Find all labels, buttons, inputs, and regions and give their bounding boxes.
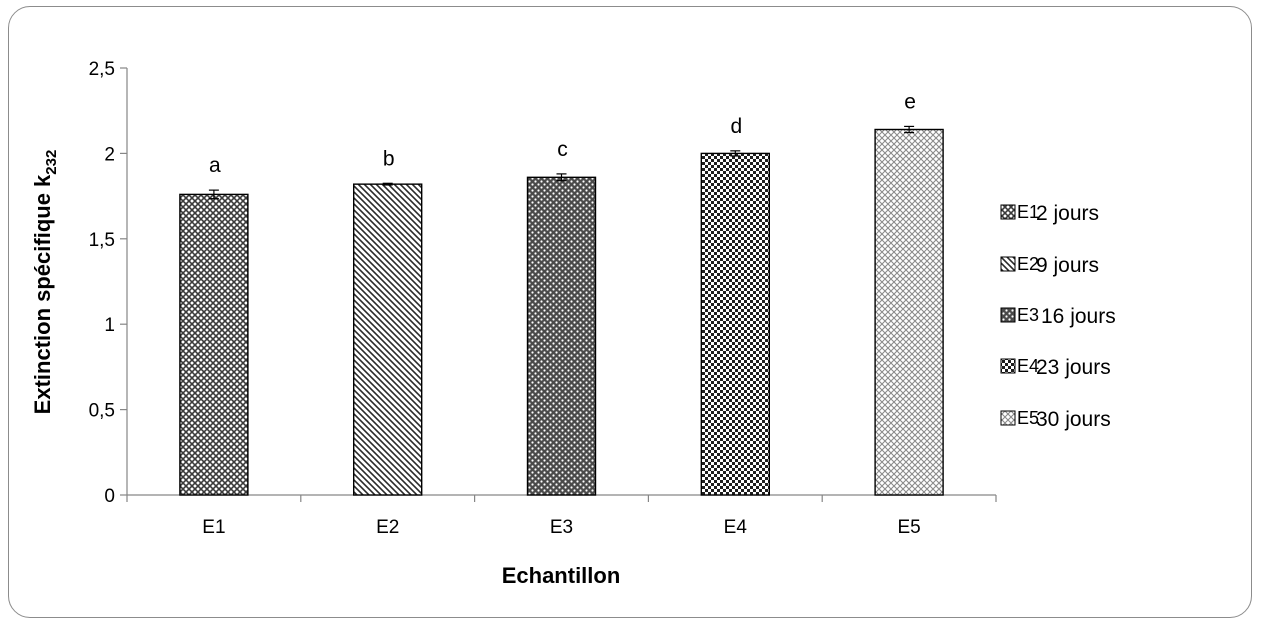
y-axis-title-main: Extinction spécifique k (30, 174, 55, 414)
y-tick-label: 2,5 (89, 59, 115, 80)
x-tick-label: E2 (376, 517, 399, 538)
bar-e4 (700, 152, 770, 496)
error-bars (208, 125, 915, 200)
error-bar (556, 173, 567, 182)
error-bar (730, 150, 741, 157)
y-tick-label: 0 (104, 486, 115, 507)
legend-item-e3: E3 16 jours (1000, 305, 1116, 328)
bars (179, 128, 944, 496)
significance-letter: a (209, 154, 221, 177)
x-tick-label: E5 (897, 517, 920, 538)
y-tick-label: 0,5 (89, 401, 115, 422)
legend-code: E5 (1017, 408, 1039, 428)
legend-code: E3 (1017, 305, 1039, 325)
y-tick-label: 1 (104, 315, 115, 336)
significance-letter: b (383, 147, 395, 170)
error-bar (904, 125, 915, 134)
significance-letter: d (730, 115, 742, 138)
legend-swatch (1000, 204, 1016, 220)
bar-e5 (874, 128, 944, 496)
bar-e2 (353, 183, 423, 496)
y-ticks: 0 0,5 1 1,5 2 2,5 (89, 59, 127, 507)
x-tick-label: E4 (724, 517, 748, 538)
legend-code: E1 (1017, 202, 1039, 222)
significance-letter: e (904, 90, 916, 113)
legend-label: 2 jours (1036, 202, 1099, 225)
y-tick-label: 2 (104, 144, 115, 165)
x-axis-title: Echantillon (502, 563, 621, 588)
legend-label: 30 jours (1036, 408, 1111, 431)
significance-letters: a b c d e (209, 90, 916, 177)
error-bar (382, 182, 393, 186)
legend-item-e1: E12 jours (1000, 202, 1099, 225)
legend-code: E4 (1017, 356, 1039, 376)
legend-label: 9 jours (1036, 254, 1099, 277)
x-ticks: E1 E2 E3 E4 E5 (126, 495, 997, 538)
bar-e3 (526, 176, 597, 496)
legend-item-e2: E29 jours (1000, 254, 1099, 277)
y-axis-title: Extinction spécifique k232 (30, 150, 60, 415)
legend-label: 23 jours (1036, 356, 1111, 379)
x-tick-label: E3 (550, 517, 573, 538)
significance-letter: c (557, 138, 568, 161)
error-bar (208, 189, 219, 200)
bar-e1 (179, 193, 249, 496)
legend-swatch (1000, 307, 1016, 323)
legend-code: E2 (1017, 254, 1039, 274)
legend-label: 16 jours (1041, 305, 1116, 328)
x-tick-label: E1 (202, 517, 225, 538)
y-axis-title-subscript: 232 (43, 150, 60, 175)
legend-swatch (1000, 358, 1016, 374)
y-tick-label: 1,5 (89, 230, 115, 251)
legend-swatch (1000, 410, 1016, 426)
legend-swatch (1000, 256, 1016, 272)
